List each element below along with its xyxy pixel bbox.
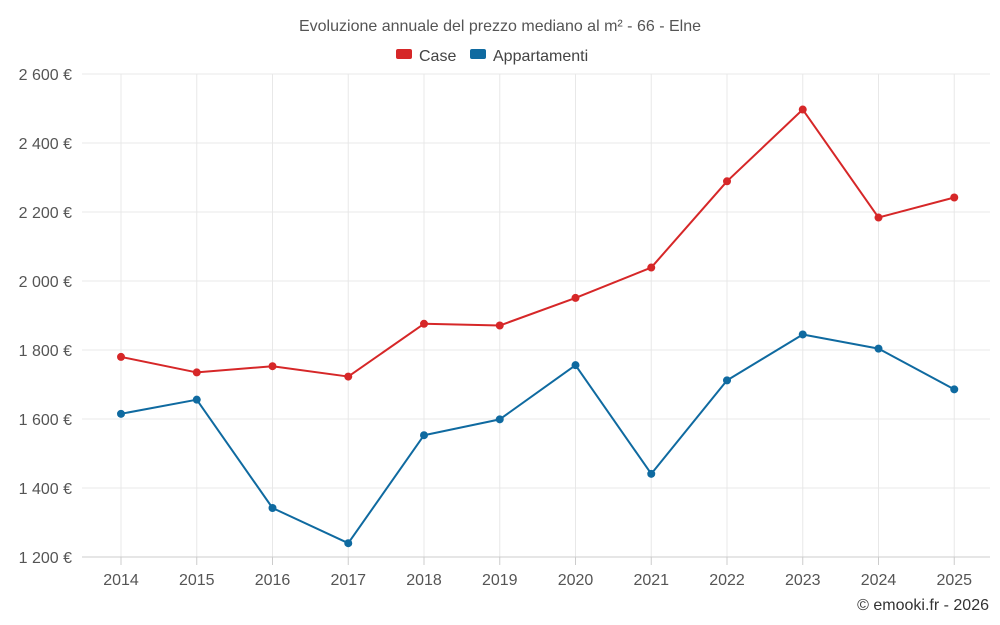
legend-label-appartamenti: Appartamenti (493, 48, 588, 65)
data-point-appartamenti[interactable] (647, 469, 656, 478)
data-point-appartamenti[interactable] (874, 344, 883, 353)
x-tick-label: 2014 (103, 572, 139, 589)
data-point-appartamenti[interactable] (192, 395, 201, 404)
data-point-case[interactable] (723, 177, 731, 186)
data-point-case[interactable] (495, 321, 504, 330)
data-point-appartamenti[interactable] (571, 361, 580, 370)
y-tick-label: 2 200 € (19, 205, 72, 222)
legend-swatch-case (396, 49, 412, 59)
x-tick-label: 2017 (330, 572, 366, 589)
legend-swatch-appartamenti (470, 49, 486, 59)
x-tick-label: 2020 (558, 572, 594, 589)
y-tick-label: 1 600 € (19, 412, 72, 429)
data-point-case[interactable] (874, 213, 883, 222)
y-tick-label: 2 000 € (19, 274, 72, 291)
series-case (117, 105, 959, 381)
x-tick-label: 2018 (406, 572, 442, 589)
x-tick-label: 2025 (936, 572, 972, 589)
legend: Case Appartamenti (396, 48, 588, 65)
y-tick-label: 1 800 € (19, 343, 72, 360)
x-tick-label: 2022 (709, 572, 745, 589)
x-tick-label: 2021 (633, 572, 669, 589)
data-point-appartamenti[interactable] (117, 409, 125, 418)
legend-label-case: Case (419, 48, 456, 65)
data-point-case[interactable] (117, 352, 125, 361)
y-tick-label: 2 400 € (19, 136, 72, 153)
data-point-appartamenti[interactable] (268, 504, 277, 513)
y-tick-label: 2 600 € (19, 67, 72, 84)
chart-title: Evoluzione annuale del prezzo mediano al… (299, 18, 701, 35)
x-tick-label: 2015 (179, 572, 215, 589)
credit-text: © emooki.fr - 2026 (857, 597, 989, 614)
series-appartamenti (117, 330, 959, 548)
data-point-case[interactable] (420, 319, 428, 328)
y-axis-ticks: 1 200 € 1 400 € 1 600 € 1 800 € 2 000 € 2 200… (19, 67, 72, 567)
series (117, 105, 959, 548)
x-axis-ticks: 2014 2015 2016 2017 2018 2019 2020 2021 2022 2023… (103, 572, 972, 589)
data-point-case[interactable] (950, 193, 959, 202)
data-point-appartamenti[interactable] (950, 385, 959, 394)
legend-item-appartamenti[interactable]: Appartamenti (470, 48, 588, 65)
data-point-case[interactable] (571, 293, 580, 302)
series-line-case (120, 108, 955, 378)
data-point-appartamenti[interactable] (344, 539, 353, 548)
series-line-appartamenti (120, 333, 955, 545)
data-point-case[interactable] (192, 368, 201, 377)
y-tick-label: 1 200 € (19, 550, 72, 567)
data-point-case[interactable] (647, 263, 656, 272)
data-point-appartamenti[interactable] (495, 415, 504, 424)
x-tick-label: 2016 (255, 572, 291, 589)
x-tick-label: 2023 (785, 572, 821, 589)
data-point-appartamenti[interactable] (723, 376, 731, 385)
data-point-appartamenti[interactable] (420, 431, 428, 440)
data-point-case[interactable] (798, 105, 807, 114)
legend-item-case[interactable]: Case (396, 48, 456, 65)
x-tick-label: 2024 (861, 572, 897, 589)
grid (82, 73, 990, 557)
y-tick-label: 1 400 € (19, 481, 72, 498)
axes (82, 556, 990, 565)
data-point-case[interactable] (344, 372, 353, 381)
data-point-appartamenti[interactable] (798, 330, 807, 339)
data-point-case[interactable] (268, 362, 277, 371)
x-tick-label: 2019 (482, 572, 518, 589)
